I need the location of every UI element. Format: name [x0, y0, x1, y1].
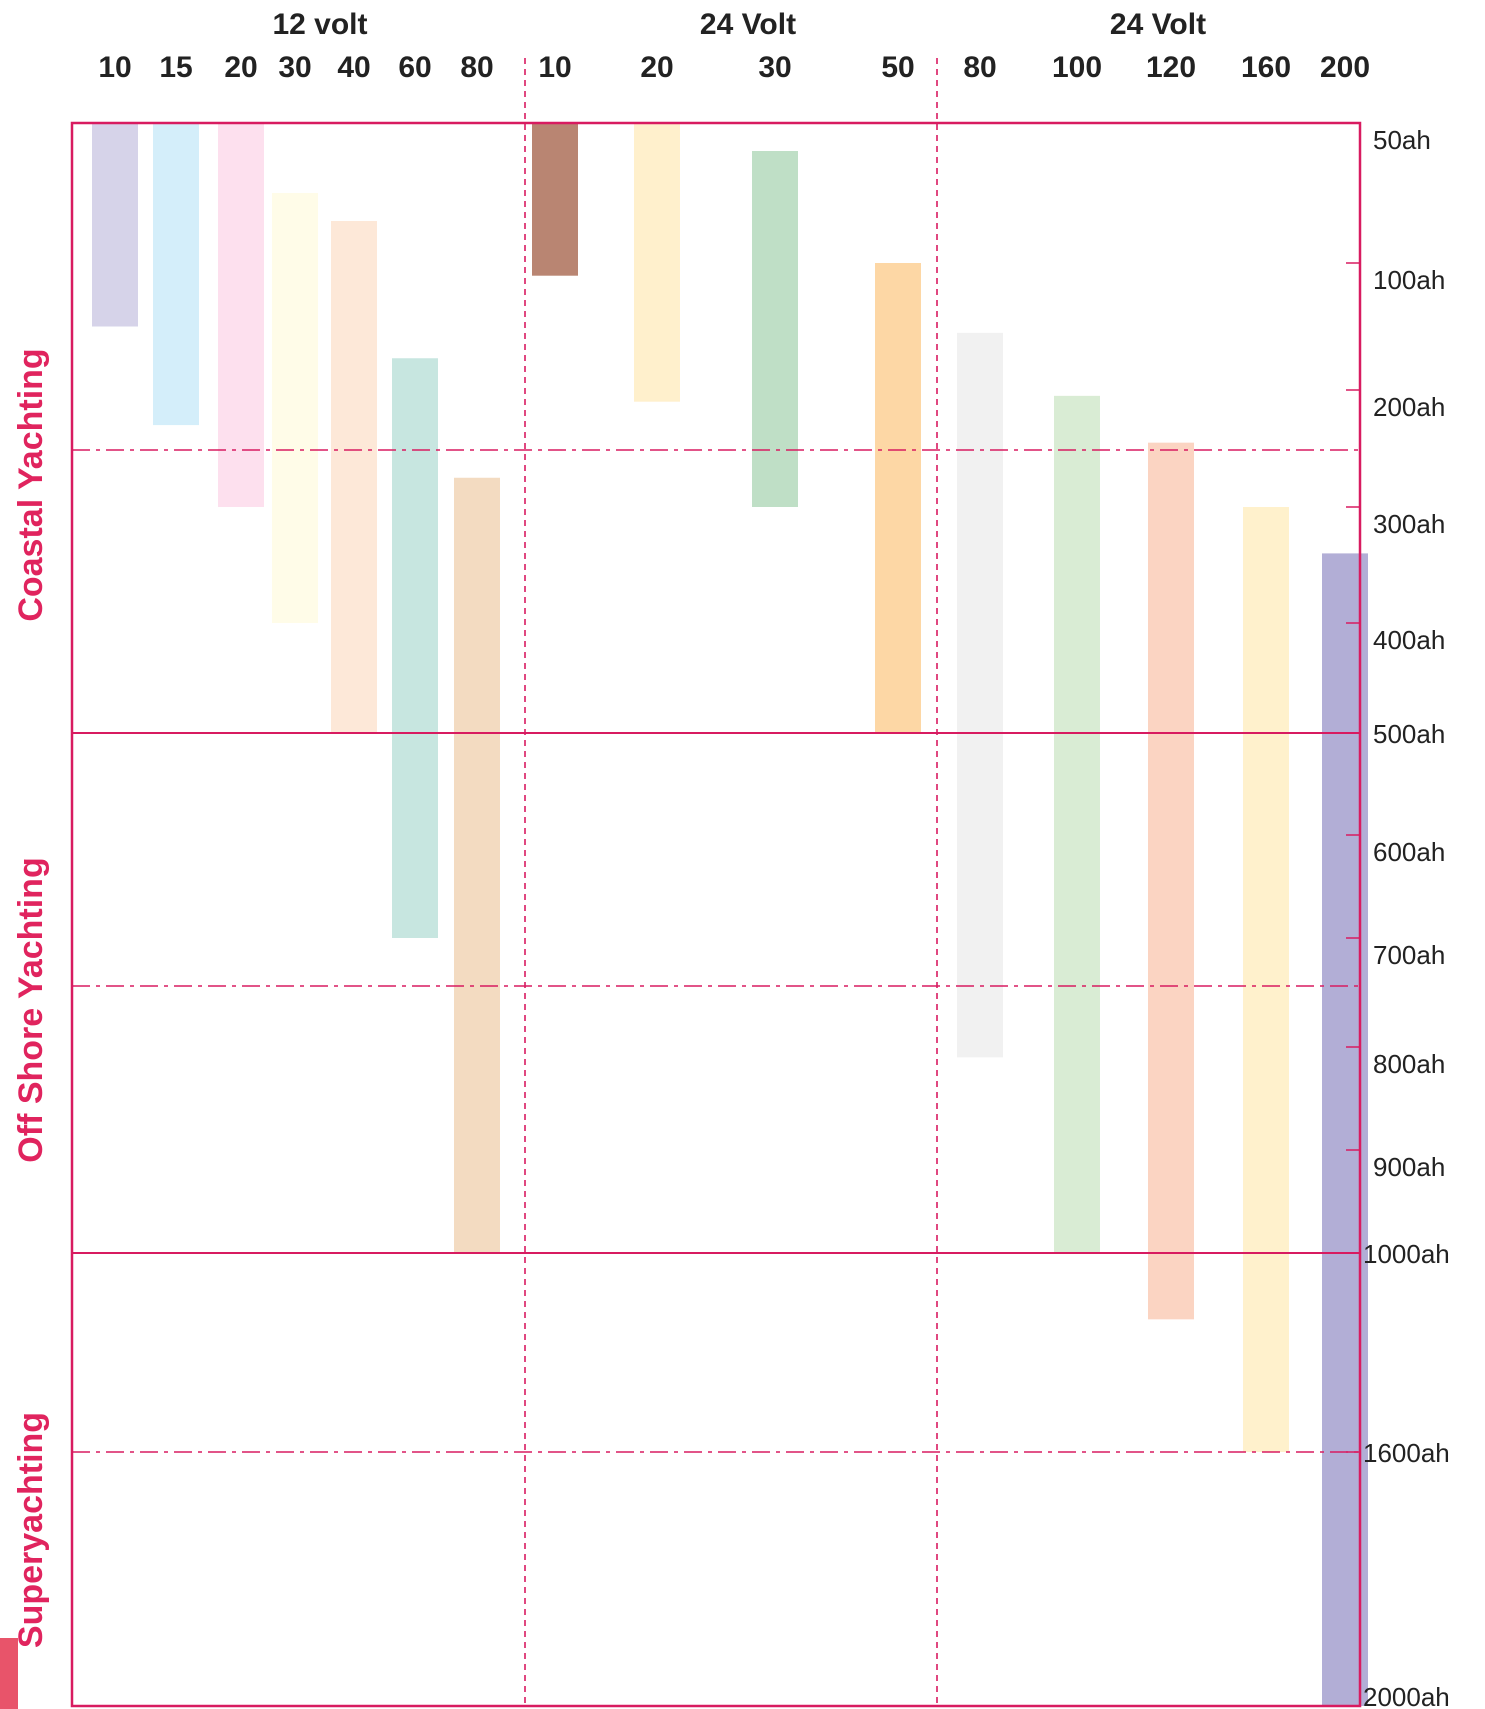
- range-bar-g0-80: [454, 477, 500, 1253]
- range-bar-g0-15: [153, 123, 199, 426]
- column-label: 60: [398, 51, 431, 84]
- zone-label: Coastal Yachting: [12, 348, 50, 621]
- column-label: 10: [98, 51, 131, 84]
- column-label: 20: [224, 51, 257, 84]
- y-tick-label: 200ah: [1373, 392, 1445, 422]
- group-label: 12 volt: [272, 8, 367, 41]
- range-bar-g0-20: [218, 123, 264, 507]
- y-tick-label: 1600ah: [1363, 1438, 1450, 1468]
- range-bar-g2-100: [1054, 395, 1100, 1254]
- group-label: 24 Volt: [700, 8, 796, 41]
- range-bar-g0-60: [392, 358, 438, 938]
- zone-label: Off Shore Yachting: [12, 857, 50, 1162]
- y-tick-label: 500ah: [1373, 719, 1445, 749]
- y-tick-label: 900ah: [1373, 1152, 1445, 1182]
- y-tick-label: 1000ah: [1363, 1239, 1450, 1269]
- column-label: 20: [640, 51, 673, 84]
- range-bar-g1-30: [752, 151, 798, 507]
- column-label: 80: [963, 51, 996, 84]
- zone-label: Superyachting: [12, 1412, 50, 1648]
- y-tick-label: 300ah: [1373, 509, 1445, 539]
- column-label: 15: [159, 51, 192, 84]
- column-label: 10: [538, 51, 571, 84]
- grid-lines: [70, 58, 1362, 1708]
- group-label: 24 Volt: [1110, 8, 1206, 41]
- range-bar-g0-40: [331, 221, 377, 733]
- column-label: 40: [337, 51, 370, 84]
- range-bar-g1-20: [634, 123, 680, 402]
- y-tick-label: 400ah: [1373, 625, 1445, 655]
- y-tick-label: 800ah: [1373, 1049, 1445, 1079]
- y-tick-label: 600ah: [1373, 837, 1445, 867]
- range-bar-g1-10: [532, 123, 578, 276]
- plot-frame: [70, 121, 1362, 1708]
- bars-layer: [92, 123, 1368, 1706]
- labels-layer: 12 volt 10 15 20 30 40 60 80 24 Volt 10 20 30 50 24 V…: [12, 8, 1450, 1709]
- column-label: 100: [1052, 51, 1102, 84]
- range-bar-g0-10: [92, 123, 138, 327]
- y-tick-label: 700ah: [1373, 940, 1445, 970]
- column-label: 160: [1241, 51, 1291, 84]
- column-label: 80: [460, 51, 493, 84]
- range-bar-g2-160: [1243, 507, 1289, 1452]
- column-label: 30: [278, 51, 311, 84]
- range-bar-g1-50: [875, 263, 921, 733]
- range-bar-g0-30: [272, 193, 318, 623]
- y-tick-label: 2000ah: [1363, 1682, 1450, 1709]
- column-label: 120: [1146, 51, 1196, 84]
- range-bar-g2-80: [957, 332, 1003, 1058]
- corner-mark: [0, 1638, 18, 1709]
- column-label: 200: [1320, 51, 1370, 84]
- range-bar-g2-120: [1148, 442, 1194, 1320]
- column-label: 50: [881, 51, 914, 84]
- column-label: 30: [758, 51, 791, 84]
- y-tick-label: 100ah: [1373, 265, 1445, 295]
- y-tick-label: 50ah: [1373, 125, 1431, 155]
